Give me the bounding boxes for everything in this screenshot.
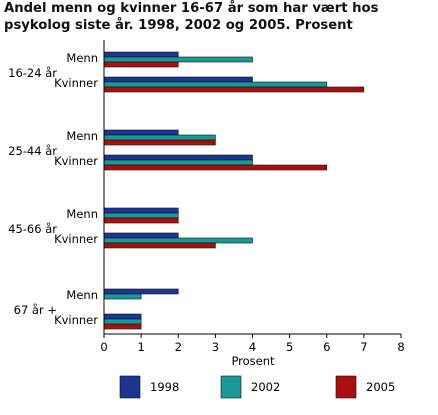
bar-2005 (103, 164, 328, 171)
row-label-menn: Menn (66, 51, 98, 65)
bar-2002 (103, 237, 253, 244)
x-tick-label: 0 (100, 340, 107, 354)
row-label-kvinner: Kvinner (54, 232, 98, 246)
x-tick-label: 5 (286, 340, 293, 354)
bar-2002 (103, 81, 328, 88)
chart-title: Andel menn og kvinner 16-67 år som har v… (4, 1, 379, 33)
x-tick-label: 8 (397, 340, 404, 354)
bar-1998 (103, 288, 179, 295)
legend-label-2005: 2005 (366, 380, 395, 394)
bar-1998 (103, 232, 179, 239)
x-tick-label: 1 (137, 340, 144, 354)
row-label-kvinner: Kvinner (54, 154, 98, 168)
x-tick-label: 4 (249, 340, 256, 354)
legend-label-2002: 2002 (251, 380, 280, 394)
bar-2005 (103, 242, 216, 249)
x-tick-label: 3 (212, 340, 219, 354)
row-label-menn: Menn (66, 207, 98, 221)
legend-swatch-2002 (220, 375, 242, 399)
bar-1998 (103, 313, 142, 320)
bar-1998 (103, 129, 179, 136)
x-tick-label: 6 (323, 340, 330, 354)
bar-1998 (103, 76, 253, 83)
bar-2002 (103, 318, 142, 325)
bar-2005 (103, 323, 142, 330)
row-label-menn: Menn (66, 129, 98, 143)
bar-1998 (103, 51, 179, 58)
bar-2005 (103, 86, 365, 93)
bar-2002 (103, 293, 142, 300)
x-tick-label: 2 (175, 340, 182, 354)
x-axis-title: Prosent (231, 354, 275, 368)
group-label: 25-44 år (8, 144, 57, 158)
legend-swatch-1998 (119, 375, 141, 399)
group-label: 45-66 år (8, 222, 57, 236)
x-tick-label: 7 (360, 340, 367, 354)
bar-1998 (103, 207, 179, 214)
bar-2002 (103, 134, 216, 141)
legend-swatch-2005 (335, 375, 357, 399)
bar-2005 (103, 217, 179, 224)
bar-2002 (103, 159, 253, 166)
bar-2005 (103, 139, 216, 146)
bar-2002 (103, 212, 179, 219)
row-label-kvinner: Kvinner (54, 76, 98, 90)
row-label-kvinner: Kvinner (54, 313, 98, 327)
bar-1998 (103, 154, 253, 161)
group-label: 16-24 år (8, 66, 57, 80)
bar-2005 (103, 61, 179, 68)
group-label: 67 år + (14, 303, 57, 317)
legend-label-1998: 1998 (150, 380, 179, 394)
bar-2002 (103, 56, 253, 63)
row-label-menn: Menn (66, 288, 98, 302)
